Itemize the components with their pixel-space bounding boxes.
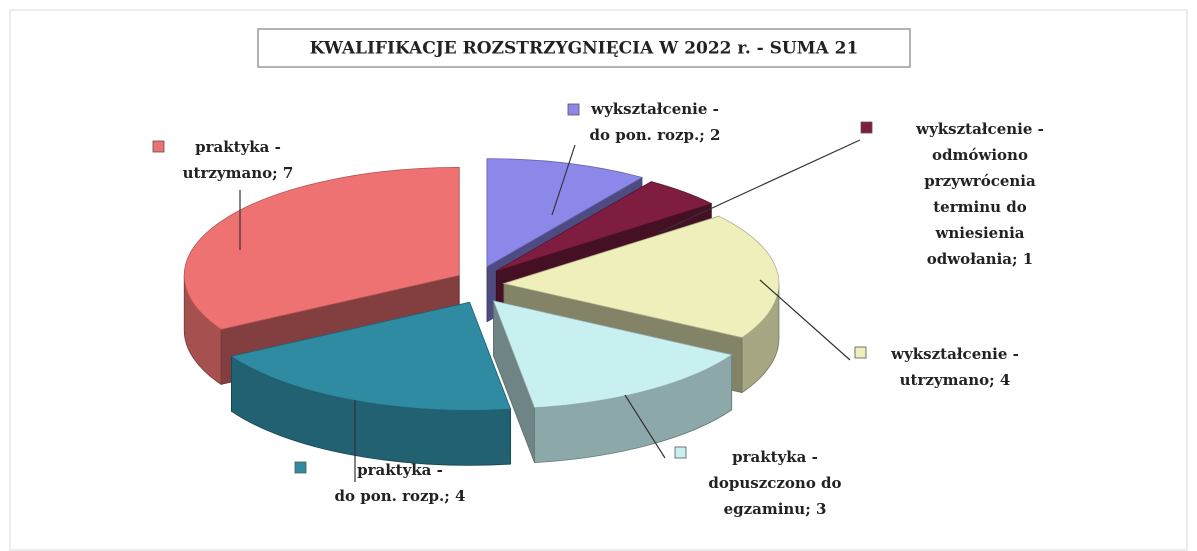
title-box	[257, 28, 911, 68]
slice	[486, 158, 644, 268]
data-label: wykształcenie -	[890, 345, 1019, 363]
data-label: egzaminu; 3	[724, 500, 827, 518]
slice	[496, 181, 713, 272]
legend-swatch	[152, 140, 165, 153]
data-label: praktyka -	[195, 138, 281, 156]
data-label: dopuszczono do	[708, 474, 841, 492]
legend-swatch	[567, 103, 580, 116]
data-label: do pon. rozp.; 2	[590, 126, 721, 144]
data-label: do pon. rozp.; 4	[335, 487, 466, 505]
data-label: utrzymano; 4	[900, 371, 1011, 389]
slice-group	[230, 301, 512, 466]
data-label: terminu do	[933, 198, 1026, 216]
chart-title: KWALIFIKACJE ROZSTRZYGNIĘCIA W 2022 r. -…	[310, 39, 859, 59]
data-label: wniesienia	[934, 224, 1024, 242]
data-label: przywrócenia	[924, 172, 1036, 190]
data-label: wykształcenie -	[590, 100, 719, 118]
data-label: praktyka -	[357, 461, 443, 479]
leader-line	[759, 279, 851, 361]
data-label: odwołania; 1	[927, 250, 1033, 268]
data-label: odmówiono	[932, 146, 1028, 164]
legend-swatch	[674, 446, 687, 459]
slice	[230, 301, 512, 411]
data-label: wykształcenie -	[915, 120, 1044, 138]
leader-line	[624, 394, 666, 459]
legend-swatch	[854, 346, 867, 359]
slice	[502, 215, 780, 338]
data-label: utrzymano; 7	[183, 164, 294, 182]
data-label: praktyka -	[732, 448, 818, 466]
legend-swatch	[294, 461, 307, 474]
leader-line	[551, 144, 576, 216]
slice	[492, 300, 733, 409]
slice	[183, 166, 460, 330]
legend-swatch	[860, 121, 873, 134]
leader-line	[659, 139, 861, 233]
